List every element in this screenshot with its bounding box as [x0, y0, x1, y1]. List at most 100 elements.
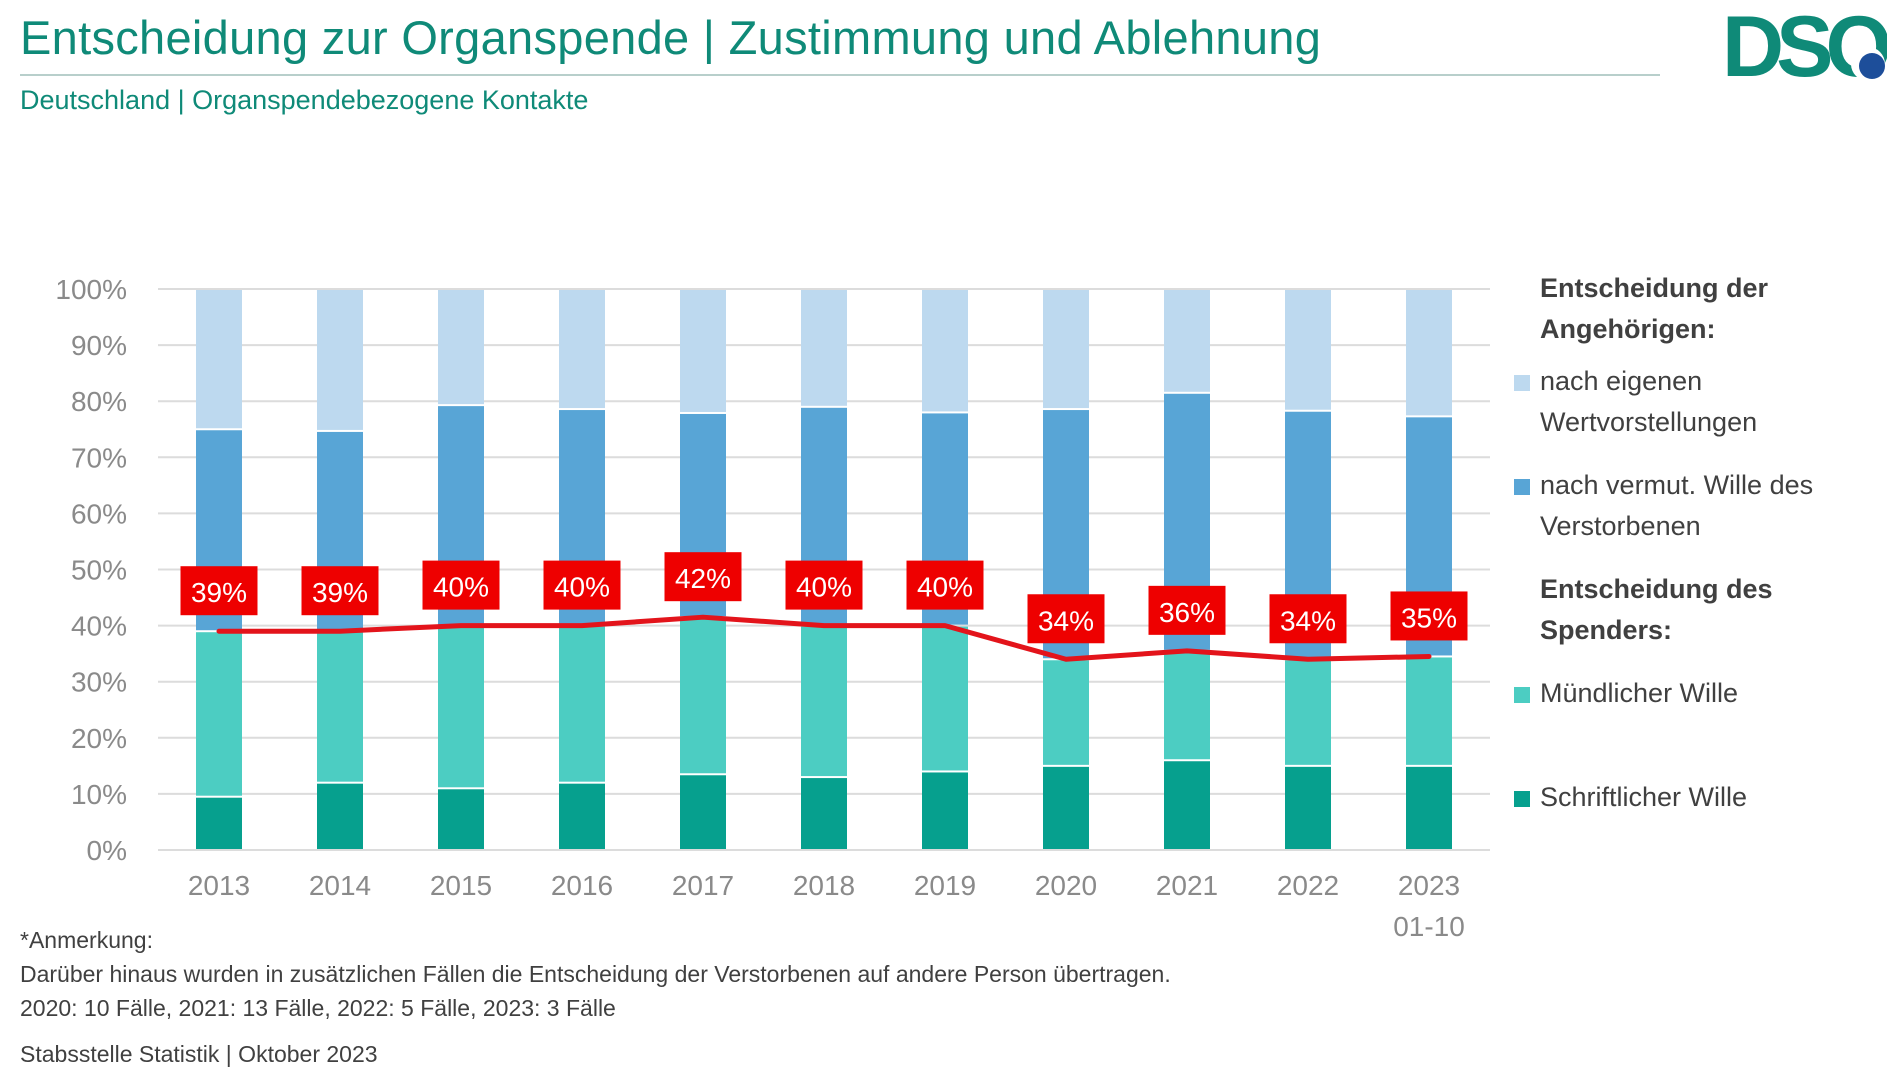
- legend-group-title-line: Angehörigen:: [1540, 314, 1716, 344]
- data-label-text: 34%: [1038, 605, 1094, 636]
- legend-label: nach eigenen: [1540, 366, 1703, 396]
- line-data-labels: 39% 39% 40% 40% 42% 40% 40% 34% 36% 34% 35%: [180, 552, 1468, 644]
- bar-segment: [801, 778, 847, 849]
- x-tick-label: 2021: [1156, 870, 1218, 901]
- page-title: Entscheidung zur Organspende | Zustimmun…: [20, 11, 1322, 64]
- bar-segment: [317, 632, 363, 782]
- data-label-box: [301, 566, 379, 616]
- y-tick-label: 0%: [87, 835, 127, 866]
- data-label-text: 39%: [191, 577, 247, 608]
- bar-segment: [317, 783, 363, 849]
- data-label-box: [180, 566, 258, 616]
- line-data-label: 36%: [1148, 585, 1226, 635]
- data-label-text: 42%: [675, 563, 731, 594]
- data-label-box: [1027, 594, 1105, 644]
- bar-segment: [1406, 657, 1452, 765]
- x-tick-label: 2023: [1398, 870, 1460, 901]
- x-tick-label: 2015: [430, 870, 492, 901]
- stacked-bar-chart: 0%10%20%30%40%50%60%70%80%90%100% 2013 20…: [55, 274, 1490, 942]
- bar-segment: [438, 290, 484, 405]
- y-tick-label: 40%: [71, 611, 127, 642]
- legend-label: Verstorbenen: [1540, 511, 1701, 541]
- data-label-text: 39%: [312, 577, 368, 608]
- data-label-box: [1390, 591, 1468, 641]
- logo-dot-icon: [1859, 53, 1885, 79]
- line-data-label: 40%: [422, 560, 500, 610]
- x-tick-label: 2018: [793, 870, 855, 901]
- legend-label: Wertvorstellungen: [1540, 407, 1758, 437]
- bar-segment: [1043, 766, 1089, 849]
- y-tick-label: 10%: [71, 779, 127, 810]
- bar-segment: [438, 789, 484, 849]
- legend-group-title-line: Entscheidung des: [1540, 574, 1773, 604]
- note-heading: *Anmerkung:: [20, 927, 153, 953]
- line-data-label: 42%: [664, 552, 742, 602]
- bar-stack-2022: [1285, 290, 1331, 849]
- data-label-text: 34%: [1280, 605, 1336, 636]
- bar-segment: [680, 775, 726, 849]
- x-axis-ticks: 2013 2014 2015 2016 2017 2018 2019 2020 2021 2022…: [188, 870, 1465, 942]
- x-tick-label: 2022: [1277, 870, 1339, 901]
- bar-segment: [1164, 651, 1210, 760]
- y-tick-label: 70%: [71, 442, 127, 473]
- y-tick-label: 60%: [71, 498, 127, 529]
- legend-group-title-line: Spenders:: [1540, 615, 1673, 645]
- legend-item-schriftlicher-wille: Schriftlicher Wille: [1514, 777, 1900, 818]
- bar-stack-2021: [1164, 290, 1210, 849]
- legend: Entscheidung der Angehörigen: nach eigen…: [1514, 268, 1900, 818]
- line-data-label: 39%: [301, 566, 379, 616]
- legend-label: Mündlicher Wille: [1540, 678, 1739, 708]
- y-tick-label: 50%: [71, 555, 127, 586]
- x-tick-label: 2014: [309, 870, 371, 901]
- x-tick-label: 2020: [1035, 870, 1097, 901]
- x-tick-label: 2019: [914, 870, 976, 901]
- bar-segment: [922, 626, 968, 771]
- legend-swatch: [1514, 375, 1530, 391]
- bar-segment: [196, 290, 242, 429]
- bar-stack-2014: [317, 290, 363, 849]
- note-line-1: Darüber hinaus wurden in zusätzlichen Fä…: [20, 961, 1171, 987]
- trend-line-path: [216, 614, 1432, 662]
- data-label-text: 40%: [433, 572, 489, 603]
- data-label-text: 40%: [917, 572, 973, 603]
- data-label-box: [785, 560, 863, 610]
- data-label-box: [664, 552, 742, 602]
- data-label-text: 40%: [796, 572, 852, 603]
- bar-stack-2013: [196, 290, 242, 849]
- y-tick-label: 100%: [55, 274, 127, 305]
- line-data-label: 40%: [906, 560, 984, 610]
- bar-stack-2020: [1043, 290, 1089, 849]
- data-label-text: 35%: [1401, 602, 1457, 633]
- source-footer: Stabsstelle Statistik | Oktober 2023: [20, 1041, 378, 1067]
- line-data-label: 40%: [785, 560, 863, 610]
- line-data-label: 34%: [1027, 594, 1105, 644]
- legend-group-angehoerige-title: Entscheidung der Angehörigen:: [1540, 268, 1900, 350]
- y-axis-ticks: 0% 10% 20% 30% 40% 50% 60% 70% 80% 90% 100%: [55, 274, 127, 866]
- line-data-label: 40%: [543, 560, 621, 610]
- dso-logo: DSO: [1722, 6, 1887, 84]
- trend-line: [216, 614, 1432, 662]
- legend-item-eigene-wertvorstellungen: nach eigenen Wertvorstellungen: [1514, 361, 1900, 443]
- y-tick-label: 30%: [71, 667, 127, 698]
- legend-swatch: [1514, 791, 1530, 807]
- bar-segment: [1406, 766, 1452, 849]
- x-tick-label: 2017: [672, 870, 734, 901]
- bar-segment: [317, 290, 363, 430]
- data-label-text: 40%: [554, 572, 610, 603]
- note-line-2: 2020: 10 Fälle, 2021: 13 Fälle, 2022: 5 …: [20, 995, 616, 1021]
- bar-segment: [1285, 766, 1331, 849]
- data-label-box: [906, 560, 984, 610]
- title-divider: [20, 74, 1660, 76]
- bar-segment: [1406, 290, 1452, 416]
- data-label-box: [1269, 594, 1347, 644]
- legend-swatch: [1514, 479, 1530, 495]
- legend-group-title-line: Entscheidung der: [1540, 273, 1769, 303]
- data-label-box: [543, 560, 621, 610]
- bar-segment: [801, 626, 847, 777]
- bar-segment: [922, 772, 968, 849]
- bar-segment: [1164, 761, 1210, 849]
- bar-segment: [1043, 660, 1089, 765]
- data-label-box: [1148, 585, 1226, 635]
- y-tick-label: 90%: [71, 330, 127, 361]
- bar-segment: [680, 618, 726, 774]
